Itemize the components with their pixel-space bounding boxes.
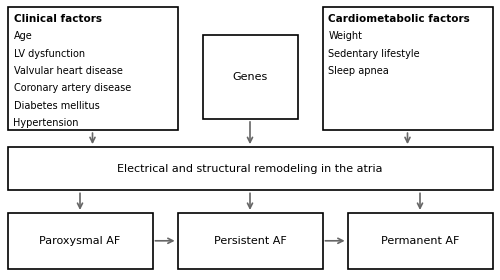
Text: Persistent AF: Persistent AF	[214, 236, 286, 246]
Text: Permanent AF: Permanent AF	[381, 236, 459, 246]
Text: Hypertension: Hypertension	[14, 118, 79, 128]
Text: LV dysfunction: LV dysfunction	[14, 49, 85, 59]
Text: Valvular heart disease: Valvular heart disease	[14, 66, 122, 76]
Text: Genes: Genes	[232, 72, 268, 82]
Text: Electrical and structural remodeling in the atria: Electrical and structural remodeling in …	[117, 164, 383, 174]
Text: Clinical factors: Clinical factors	[14, 14, 102, 24]
Bar	[348, 213, 492, 269]
Text: Coronary artery disease: Coronary artery disease	[14, 83, 131, 94]
Bar	[8, 7, 177, 130]
Text: Paroxysmal AF: Paroxysmal AF	[40, 236, 120, 246]
Text: Sedentary lifestyle: Sedentary lifestyle	[328, 49, 420, 59]
Bar	[8, 147, 492, 190]
Bar	[322, 7, 492, 130]
Text: Diabetes mellitus: Diabetes mellitus	[14, 101, 99, 111]
Text: Cardiometabolic factors: Cardiometabolic factors	[328, 14, 470, 24]
Bar	[8, 213, 152, 269]
Bar	[178, 213, 322, 269]
Bar	[202, 35, 298, 119]
Text: Weight: Weight	[328, 31, 362, 41]
Text: Age: Age	[14, 31, 32, 41]
Text: Sleep apnea: Sleep apnea	[328, 66, 389, 76]
